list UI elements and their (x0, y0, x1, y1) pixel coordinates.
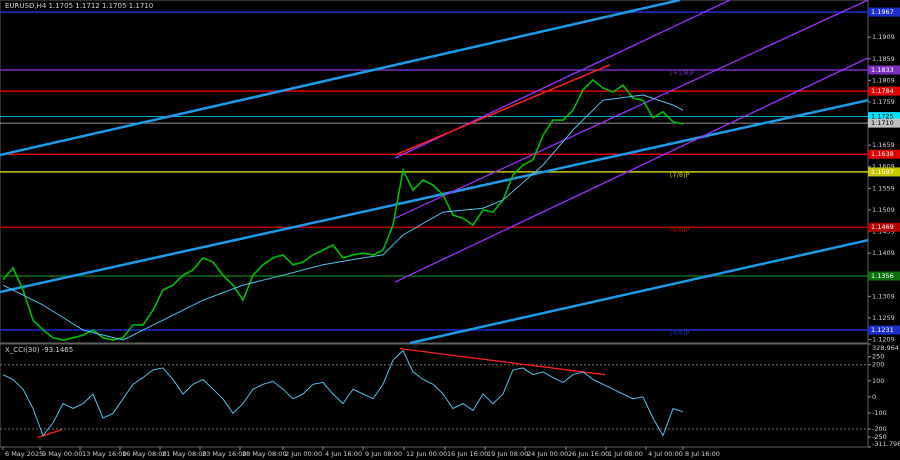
level-tag: [6/8]P (670, 226, 690, 234)
level-label: 1.1356 (871, 272, 894, 280)
x-tick-label: 8 Jul 16:00 (685, 450, 720, 458)
level-label: 1.1231 (871, 326, 894, 334)
y-tick-label: -311.798 (872, 440, 900, 448)
x-tick-label: 2 Jun 00:00 (285, 450, 322, 458)
x-tick-label: 6 May 2025 (5, 450, 43, 458)
level-label-bg (868, 167, 900, 177)
indicator-title: X_CCI(30) -93.1465 (5, 346, 73, 354)
y-tick-label: 1.1259 (872, 314, 895, 322)
x-tick-label: 4 Jun 16:00 (325, 450, 362, 458)
level-tag: [4/8]P (670, 329, 690, 337)
y-tick-label: 250 (872, 353, 884, 361)
trend-line (0, 0, 681, 157)
trend-line (394, 57, 869, 283)
level-label: 1.1638 (871, 150, 894, 158)
price-marker-label: 1.1710 (871, 119, 894, 127)
y-tick-label: 0 (872, 393, 876, 401)
x-tick-label: 13 May 16:00 (82, 450, 127, 458)
y-tick-label: 1.1309 (872, 292, 895, 300)
y-tick-label: 1.1509 (872, 206, 895, 214)
level-label: 1.1833 (871, 66, 894, 74)
trend-line (37, 429, 63, 439)
x-tick-label: 9 Jun 08:00 (365, 450, 402, 458)
price-marker-bg (868, 118, 900, 128)
trend-line (394, 64, 611, 156)
x-tick-label: 9 May 00:00 (42, 450, 82, 458)
chart-title: EURUSD,H4 1.1705 1.1712 1.1705 1.1710 (5, 2, 153, 10)
level-label: 1.1967 (871, 8, 894, 16)
level-tag: [+1/8]P (670, 69, 695, 77)
level-label-bg (868, 7, 900, 17)
y-tick-label: 200 (872, 361, 884, 369)
y-tick-label: 1.1859 (872, 55, 895, 63)
level-tag: [7/8]P (670, 171, 690, 179)
x-tick-label: 16 May 08:00 (122, 450, 167, 458)
x-tick-label: 12 Jun 00:00 (406, 450, 447, 458)
level-label: 1.1469 (871, 223, 894, 231)
y-tick-label: 100 (872, 377, 884, 385)
x-tick-label: 1 Jul 08:00 (608, 450, 643, 458)
price-marker-label: 1.1725 (871, 113, 894, 121)
y-tick-label: 1.1609 (872, 163, 895, 171)
y-tick-label: -100 (872, 409, 887, 417)
x-tick-label: 19 Jun 08:00 (487, 450, 528, 458)
y-tick-label: 1.1909 (872, 33, 895, 41)
y-tick-label: 1.1559 (872, 184, 895, 192)
x-tick-label: 4 Jul 00:00 (648, 450, 683, 458)
y-tick-label: 1.1209 (872, 336, 895, 344)
trend-line (0, 99, 869, 294)
x-tick-label: 23 May 16:00 (202, 450, 247, 458)
y-tick-label: 1.1659 (872, 141, 895, 149)
x-tick-label: 24 Jun 00:00 (527, 450, 568, 458)
y-tick-label: 1.1809 (872, 76, 895, 84)
series-line (2, 349, 684, 437)
y-tick-label: 328.9647 (872, 344, 900, 352)
x-tick-label: 26 Jun 16:00 (568, 450, 609, 458)
trend-line (394, 0, 869, 219)
cci-panel (0, 343, 869, 448)
price-marker-bg (868, 112, 900, 122)
trend-line (399, 348, 606, 376)
y-tick-label: -250 (872, 433, 887, 441)
y-tick-label: -200 (872, 425, 887, 433)
series-line (2, 78, 684, 341)
trend-line (409, 238, 869, 345)
y-tick-label: 1.1409 (872, 249, 895, 257)
x-tick-label: 21 May 08:00 (162, 450, 207, 458)
level-label-bg (868, 325, 900, 335)
level-label-bg (868, 149, 900, 159)
y-tick-label: 1.1759 (872, 98, 895, 106)
level-label-bg (868, 222, 900, 232)
level-label-bg (868, 65, 900, 75)
level-label-bg (868, 86, 900, 96)
level-label: 1.1597 (871, 168, 894, 176)
series-line (2, 94, 684, 341)
x-tick-label: 16 Jun 16:00 (447, 450, 488, 458)
x-tick-label: 28 May 08:00 (242, 450, 287, 458)
level-label: 1.1784 (871, 87, 894, 95)
level-label-bg (868, 271, 900, 281)
